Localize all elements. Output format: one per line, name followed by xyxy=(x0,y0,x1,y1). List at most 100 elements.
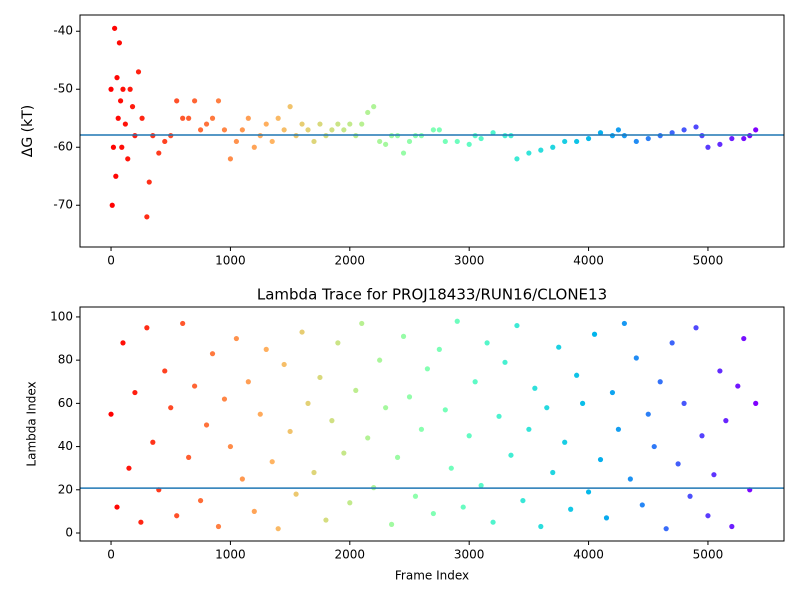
point xyxy=(139,115,145,121)
point xyxy=(359,121,365,127)
point xyxy=(245,379,251,385)
point xyxy=(221,396,228,402)
point xyxy=(192,98,198,104)
point xyxy=(603,515,610,521)
x-tick-label: 5000 xyxy=(693,548,724,562)
y-axis-label: Lambda Index xyxy=(25,381,39,466)
point xyxy=(705,513,711,519)
point xyxy=(146,179,152,185)
point xyxy=(681,400,687,406)
point xyxy=(281,127,287,133)
point xyxy=(478,135,484,142)
point xyxy=(263,346,269,352)
point xyxy=(424,366,431,372)
point xyxy=(466,433,472,439)
y-tick-label: -60 xyxy=(53,140,73,154)
point xyxy=(550,469,556,476)
point xyxy=(574,138,580,145)
point xyxy=(347,500,353,506)
point xyxy=(538,147,544,153)
point xyxy=(436,127,442,133)
point xyxy=(113,173,119,179)
y-tick-label: -70 xyxy=(53,198,73,212)
point xyxy=(585,489,592,495)
y-tick-label: 0 xyxy=(65,526,73,540)
y-tick-label: 40 xyxy=(58,439,73,453)
point xyxy=(221,127,228,133)
point xyxy=(400,150,407,156)
point xyxy=(615,127,622,133)
point xyxy=(448,465,454,471)
point xyxy=(263,121,269,127)
point xyxy=(526,426,532,432)
point xyxy=(251,144,257,150)
point xyxy=(359,320,365,327)
point xyxy=(591,331,598,337)
x-tick-label: 1000 xyxy=(215,254,246,268)
axes-frame xyxy=(79,306,785,542)
point xyxy=(365,435,371,441)
y-tick-label: 100 xyxy=(50,309,73,323)
y-axis-label: ΔG (kT) xyxy=(20,105,36,157)
point xyxy=(520,497,526,504)
point xyxy=(119,144,125,150)
point xyxy=(371,104,377,110)
point xyxy=(490,519,496,525)
x-tick-label: 2000 xyxy=(335,254,366,268)
point xyxy=(723,418,729,424)
point xyxy=(174,513,180,519)
point xyxy=(299,329,305,335)
point xyxy=(478,482,484,489)
point xyxy=(681,127,687,133)
point xyxy=(329,418,335,424)
y-tick-label: 80 xyxy=(58,353,73,367)
point xyxy=(693,124,699,130)
point xyxy=(442,407,448,413)
point xyxy=(109,202,115,208)
point xyxy=(120,86,126,92)
point xyxy=(639,502,645,508)
point xyxy=(669,340,675,346)
point xyxy=(526,150,532,156)
point xyxy=(514,156,520,162)
point xyxy=(245,115,251,121)
point xyxy=(287,104,293,110)
point xyxy=(460,504,466,510)
point xyxy=(669,130,675,136)
point xyxy=(144,325,150,331)
point xyxy=(317,121,323,127)
point xyxy=(162,138,168,145)
point xyxy=(532,385,538,391)
point xyxy=(687,493,693,499)
point xyxy=(275,115,281,121)
point xyxy=(741,335,747,342)
point xyxy=(317,374,323,381)
point xyxy=(168,405,174,411)
point xyxy=(633,138,639,145)
point xyxy=(580,400,586,406)
point xyxy=(645,411,651,417)
point xyxy=(227,156,234,162)
point xyxy=(430,127,436,133)
x-tick-label: 0 xyxy=(107,254,115,268)
point xyxy=(269,459,275,465)
point xyxy=(609,389,616,396)
point xyxy=(341,127,347,133)
chart-title: Lambda Trace for PROJ18433/RUN16/CLONE13 xyxy=(257,286,607,304)
point xyxy=(645,135,651,142)
point xyxy=(663,526,669,532)
point xyxy=(144,214,150,220)
point xyxy=(377,138,383,145)
point xyxy=(329,127,335,133)
point xyxy=(597,130,604,136)
point xyxy=(127,86,133,92)
point xyxy=(418,426,425,432)
point xyxy=(108,411,114,417)
point xyxy=(335,340,341,346)
point xyxy=(192,383,198,389)
point xyxy=(729,523,735,530)
point xyxy=(125,156,131,162)
point xyxy=(197,497,204,504)
point xyxy=(406,394,413,400)
point xyxy=(556,344,562,350)
